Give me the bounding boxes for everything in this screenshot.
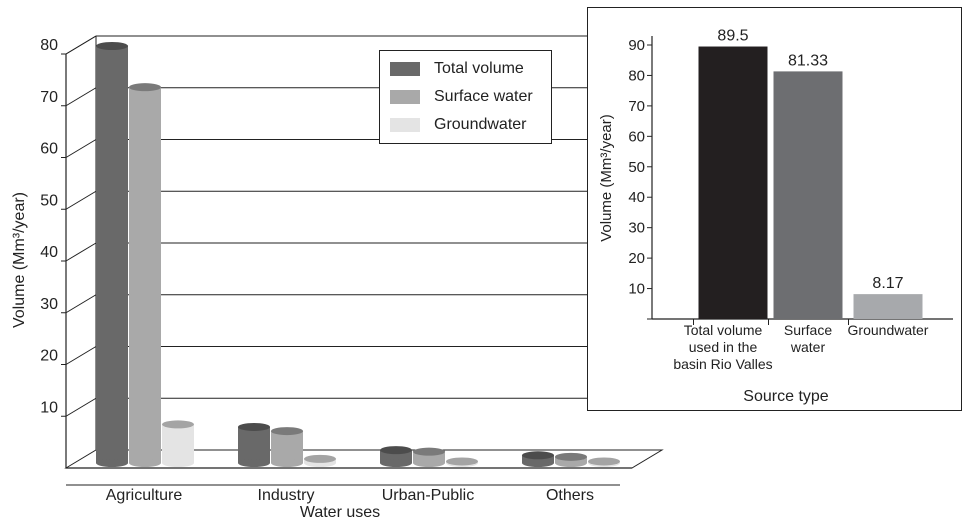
legend-label-surface-water: Surface water bbox=[434, 88, 533, 105]
legend-item-total-volume: Total volume bbox=[390, 58, 524, 80]
inset-x-tick-label-total-volume: Total volume bbox=[684, 322, 763, 338]
main-chart-axes: 10 20 30 40 50 60 70 80 Agriculture Industry Urban… bbox=[40, 37, 632, 504]
main-bar-urban-public-total-volume bbox=[380, 446, 412, 467]
main-y-tick-label: 40 bbox=[40, 244, 58, 261]
inset-y-tick-label: 70 bbox=[628, 98, 645, 115]
inset-y-tick-label: 10 bbox=[628, 281, 645, 298]
main-bar-industry-groundwater bbox=[304, 454, 336, 467]
legend-swatch-groundwater bbox=[390, 118, 420, 132]
main-x-tick-label-urban-public: Urban-Public bbox=[382, 487, 474, 504]
main-bar-others-surface-water bbox=[555, 452, 587, 467]
main-side-gridline-80 bbox=[65, 35, 97, 55]
inset-bar-groundwater bbox=[853, 294, 923, 319]
legend-swatch-total-volume bbox=[390, 62, 420, 76]
main-x-tick-label-others: Others bbox=[546, 487, 594, 504]
inset-y-tick-label: 30 bbox=[628, 220, 645, 237]
main-bar-agriculture-total-volume bbox=[96, 42, 128, 467]
inset-x-tick-label-groundwater: Groundwater bbox=[848, 322, 929, 338]
main-bar-agriculture-groundwater bbox=[162, 420, 194, 467]
main-side-gridline-50 bbox=[65, 190, 97, 210]
main-y-tick-label: 30 bbox=[40, 296, 58, 313]
inset-data-label-groundwater: 8.17 bbox=[872, 275, 903, 292]
inset-y-tick-label: 60 bbox=[628, 128, 645, 145]
inset-y-tick-label: 50 bbox=[628, 159, 645, 176]
inset-x-tick-label-surface: water bbox=[790, 339, 826, 355]
main-y-tick-label: 80 bbox=[40, 37, 58, 54]
inset-y-tick-label: 80 bbox=[628, 67, 645, 84]
main-side-gridline-70 bbox=[65, 87, 97, 107]
main-x-tick-label-agriculture: Agriculture bbox=[106, 487, 183, 504]
legend-swatch-surface-water bbox=[390, 90, 420, 104]
main-bar-agriculture-surface-water bbox=[129, 83, 161, 467]
inset-chart-bars: 89.5 81.33 8.17 bbox=[698, 28, 923, 320]
main-y-axis-title: Volume (Mm³/year) bbox=[11, 192, 28, 328]
main-bar-others-total-volume bbox=[522, 451, 554, 467]
inset-data-label-total-volume: 89.5 bbox=[717, 28, 748, 45]
main-y-tick-label: 10 bbox=[40, 399, 58, 416]
inset-x-tick-label-total-volume: basin Rio Valles bbox=[673, 356, 772, 372]
legend-item-surface-water: Surface water bbox=[390, 86, 533, 108]
main-bar-industry-total-volume bbox=[238, 422, 270, 467]
main-x-axis-title: Water uses bbox=[300, 504, 380, 521]
inset-x-tick-label-surface: Surface bbox=[784, 322, 832, 338]
main-bar-urban-public-groundwater bbox=[446, 457, 478, 467]
legend-label-groundwater: Groundwater bbox=[434, 116, 527, 133]
main-side-gridline-20 bbox=[65, 346, 97, 365]
main-bar-industry-surface-water bbox=[271, 427, 303, 467]
legend-label-total-volume: Total volume bbox=[434, 60, 524, 77]
inset-data-label-surface: 81.33 bbox=[788, 52, 828, 69]
inset-x-axis-title: Source type bbox=[743, 388, 828, 405]
main-side-gridline-60 bbox=[65, 139, 97, 158]
main-legend: Total volume Surface water Groundwater bbox=[379, 50, 552, 144]
main-side-gridline-30 bbox=[65, 294, 97, 314]
main-chart-back-walls bbox=[65, 35, 97, 450]
inset-y-axis-title: Volume (Mm³/year) bbox=[598, 114, 615, 242]
main-y-tick-label: 50 bbox=[40, 192, 58, 209]
main-bar-others-groundwater bbox=[588, 457, 620, 467]
inset-y-tick-label: 90 bbox=[628, 37, 645, 54]
inset-chart-panel: 10 20 30 40 50 60 70 80 90 Total volume used in th… bbox=[587, 7, 962, 411]
inset-bar-total-volume bbox=[698, 46, 768, 320]
inset-y-tick-label: 40 bbox=[628, 189, 645, 206]
inset-y-tick-label: 20 bbox=[628, 250, 645, 267]
main-y-tick-label: 60 bbox=[40, 141, 58, 158]
main-side-gridline-40 bbox=[65, 242, 97, 262]
legend-item-groundwater: Groundwater bbox=[390, 114, 527, 136]
main-y-tick-label: 20 bbox=[40, 348, 58, 365]
inset-bar-surface bbox=[773, 71, 843, 320]
main-x-tick-label-industry: Industry bbox=[258, 487, 315, 504]
main-bar-urban-public-surface-water bbox=[413, 447, 445, 467]
main-chart-bars bbox=[96, 42, 620, 467]
main-y-tick-label: 70 bbox=[40, 89, 58, 106]
main-side-gridline-10 bbox=[65, 397, 97, 417]
inset-x-tick-label-total-volume: used in the bbox=[689, 339, 758, 355]
